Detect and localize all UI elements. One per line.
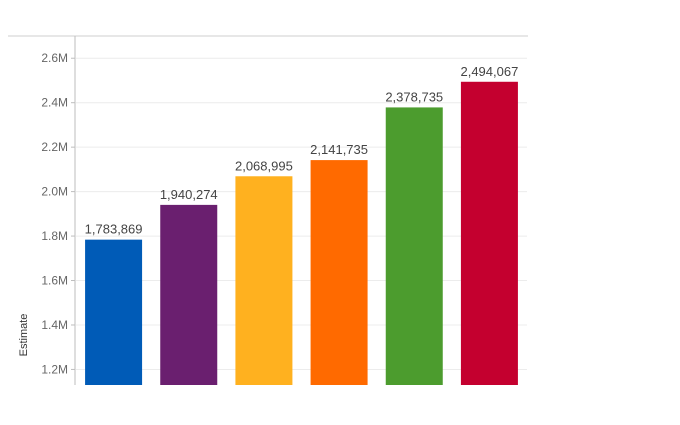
bar[interactable]: [235, 176, 293, 385]
y-tick-label: 2.0M: [41, 185, 68, 199]
bar-value-label: 2,141,735: [310, 142, 368, 157]
bar-value-label: 2,378,735: [385, 89, 443, 104]
y-tick-label: 2.4M: [41, 96, 68, 110]
bar[interactable]: [310, 160, 368, 385]
y-tick-label: 2.6M: [41, 51, 68, 65]
gridlines: [76, 57, 527, 370]
y-tick-label: 2.2M: [41, 140, 68, 154]
value-labels: 1,783,869 1,940,274 2,068,995 2,141,735 2,37…: [85, 64, 519, 237]
y-tick-label: 1.6M: [41, 274, 68, 288]
y-tick-label: 1.2M: [41, 362, 68, 376]
bar-value-label: 2,068,995: [235, 158, 293, 173]
bar-value-label: 1,783,869: [85, 222, 143, 237]
bar-value-label: 2,494,067: [460, 64, 518, 79]
y-tick-label: 1.8M: [41, 229, 68, 243]
bar-value-label: 1,940,274: [160, 187, 218, 202]
bar[interactable]: [460, 81, 518, 385]
y-axis-ticks: 1.2M 1.4M 1.6M 1.8M 2.0M 2.2M 2.4M 2.6M: [41, 51, 75, 376]
y-axis-title: Estimate: [18, 314, 30, 357]
bar[interactable]: [160, 204, 218, 385]
bar[interactable]: [85, 239, 143, 385]
y-tick-label: 1.4M: [41, 318, 68, 332]
bar[interactable]: [385, 107, 443, 386]
bars: [85, 81, 518, 386]
